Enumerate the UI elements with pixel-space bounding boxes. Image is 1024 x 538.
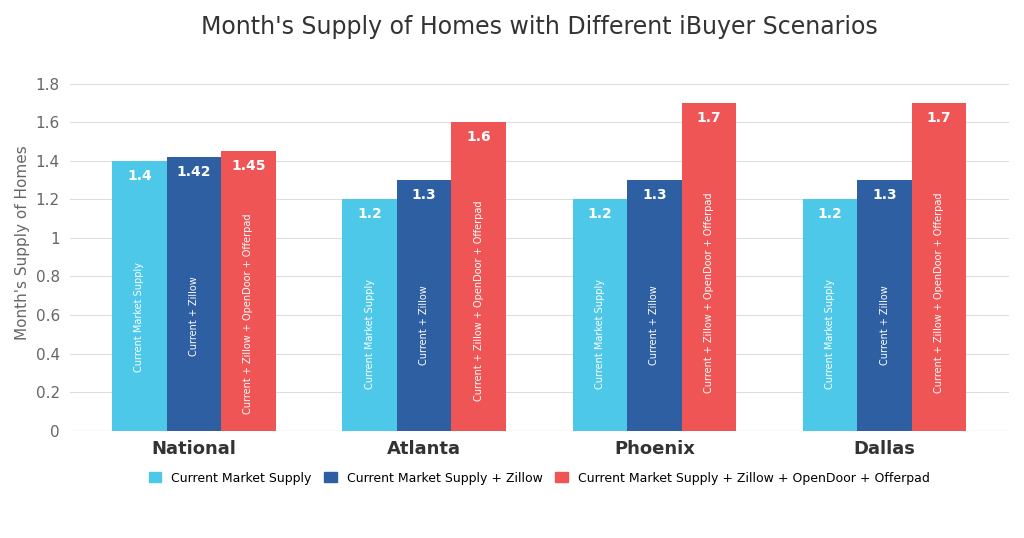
Text: 1.2: 1.2 [357,207,382,221]
Bar [682,103,736,431]
Bar [911,103,967,431]
Text: Current Market Supply: Current Market Supply [825,279,836,388]
Text: Current Market Supply: Current Market Supply [134,263,144,372]
Text: Current Market Supply: Current Market Supply [595,279,605,388]
Bar [627,180,682,431]
Text: 1.3: 1.3 [412,188,436,202]
Bar [803,200,857,431]
Bar [397,180,452,431]
Text: Current Market Supply: Current Market Supply [365,279,375,388]
Text: Current + Zillow: Current + Zillow [188,276,199,356]
Bar [572,200,627,431]
Text: Current + Zillow + OpenDoor + Offerpad: Current + Zillow + OpenDoor + Offerpad [703,193,714,393]
Bar [342,200,397,431]
Text: 1.42: 1.42 [176,165,211,179]
Text: Current + Zillow + OpenDoor + Offerpad: Current + Zillow + OpenDoor + Offerpad [934,193,944,393]
Text: Current + Zillow: Current + Zillow [880,286,890,365]
Legend: Current Market Supply, Current Market Supply + Zillow, Current Market Supply + Z: Current Market Supply, Current Market Su… [148,472,930,485]
Text: Current + Zillow + OpenDoor + Offerpad: Current + Zillow + OpenDoor + Offerpad [244,213,253,414]
Title: Month's Supply of Homes with Different iBuyer Scenarios: Month's Supply of Homes with Different i… [201,15,878,39]
Bar [221,151,275,431]
Text: 1.3: 1.3 [872,188,897,202]
Text: Current + Zillow: Current + Zillow [419,286,429,365]
Y-axis label: Month's Supply of Homes: Month's Supply of Homes [15,145,30,340]
Text: 1.3: 1.3 [642,188,667,202]
Text: 1.45: 1.45 [231,159,265,173]
Bar [167,157,221,431]
Bar [113,161,167,431]
Text: Current + Zillow + OpenDoor + Offerpad: Current + Zillow + OpenDoor + Offerpad [473,201,483,401]
Text: 1.7: 1.7 [696,111,721,125]
Text: 1.4: 1.4 [127,168,152,182]
Text: 1.2: 1.2 [588,207,612,221]
Text: Current + Zillow: Current + Zillow [649,286,659,365]
Text: 1.2: 1.2 [818,207,843,221]
Bar [857,180,911,431]
Text: 1.6: 1.6 [466,130,490,144]
Bar [452,122,506,431]
Text: 1.7: 1.7 [927,111,951,125]
